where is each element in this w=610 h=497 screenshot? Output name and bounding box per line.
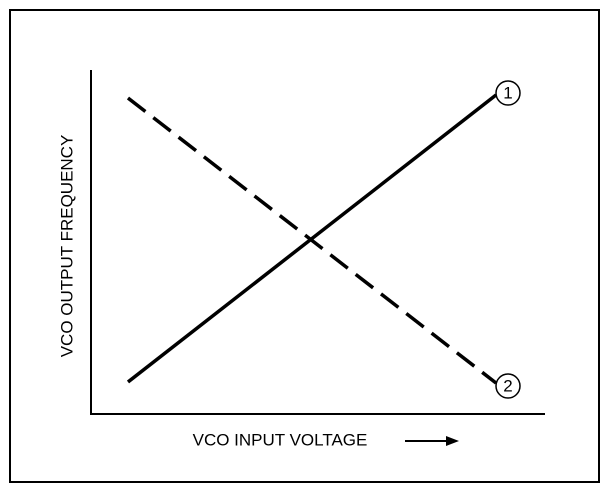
- line-label: 2: [503, 376, 512, 395]
- line-marker: [495, 80, 521, 106]
- x-axis-label: VCO INPUT VOLTAGE: [193, 430, 368, 449]
- line-marker: [495, 373, 521, 399]
- line-dashed: [126, 96, 498, 385]
- line-label: 1: [503, 83, 512, 102]
- y-axis-label: VCO OUTPUT FREQUENCY: [57, 135, 76, 358]
- x-axis-arrowhead: [446, 436, 459, 446]
